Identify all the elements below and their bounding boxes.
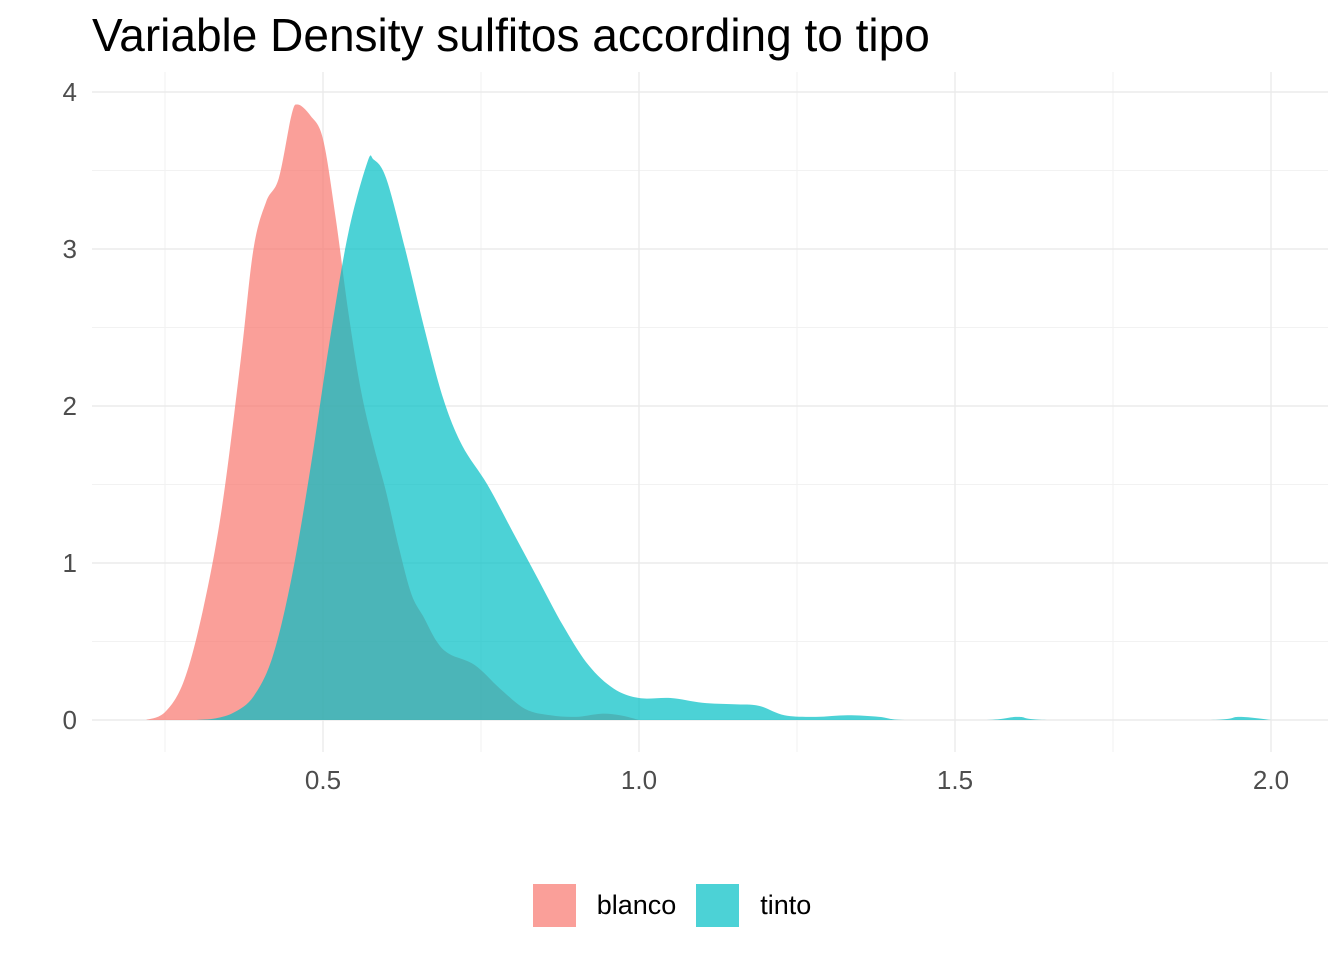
x-axis-ticks: 0.5 1.0 1.5 2.0 [305, 765, 1289, 795]
legend-label-tinto: tinto [760, 890, 812, 920]
chart-title: Variable Density sulfitos according to t… [92, 9, 930, 61]
y-tick-label: 0 [63, 705, 77, 735]
legend-label-blanco: blanco [596, 890, 677, 920]
y-tick-label: 1 [63, 548, 77, 578]
y-tick-label: 4 [63, 77, 77, 107]
y-tick-label: 3 [63, 234, 77, 264]
x-tick-label: 2.0 [1253, 765, 1289, 795]
legend-item-tinto: tinto [696, 884, 811, 927]
x-tick-label: 0.5 [305, 765, 341, 795]
y-tick-label: 2 [63, 391, 77, 421]
density-area-blanco [146, 104, 640, 721]
x-tick-label: 1.5 [937, 765, 973, 795]
legend: blanco tinto [0, 884, 1344, 927]
density-area-tinto [196, 155, 1272, 720]
legend-key-tinto [696, 884, 740, 927]
legend-key-blanco [532, 884, 576, 927]
density-areas [146, 104, 1272, 721]
x-tick-label: 1.0 [621, 765, 657, 795]
legend-item-blanco: blanco [532, 884, 677, 927]
y-axis-ticks: 0 1 2 3 4 [63, 77, 77, 735]
